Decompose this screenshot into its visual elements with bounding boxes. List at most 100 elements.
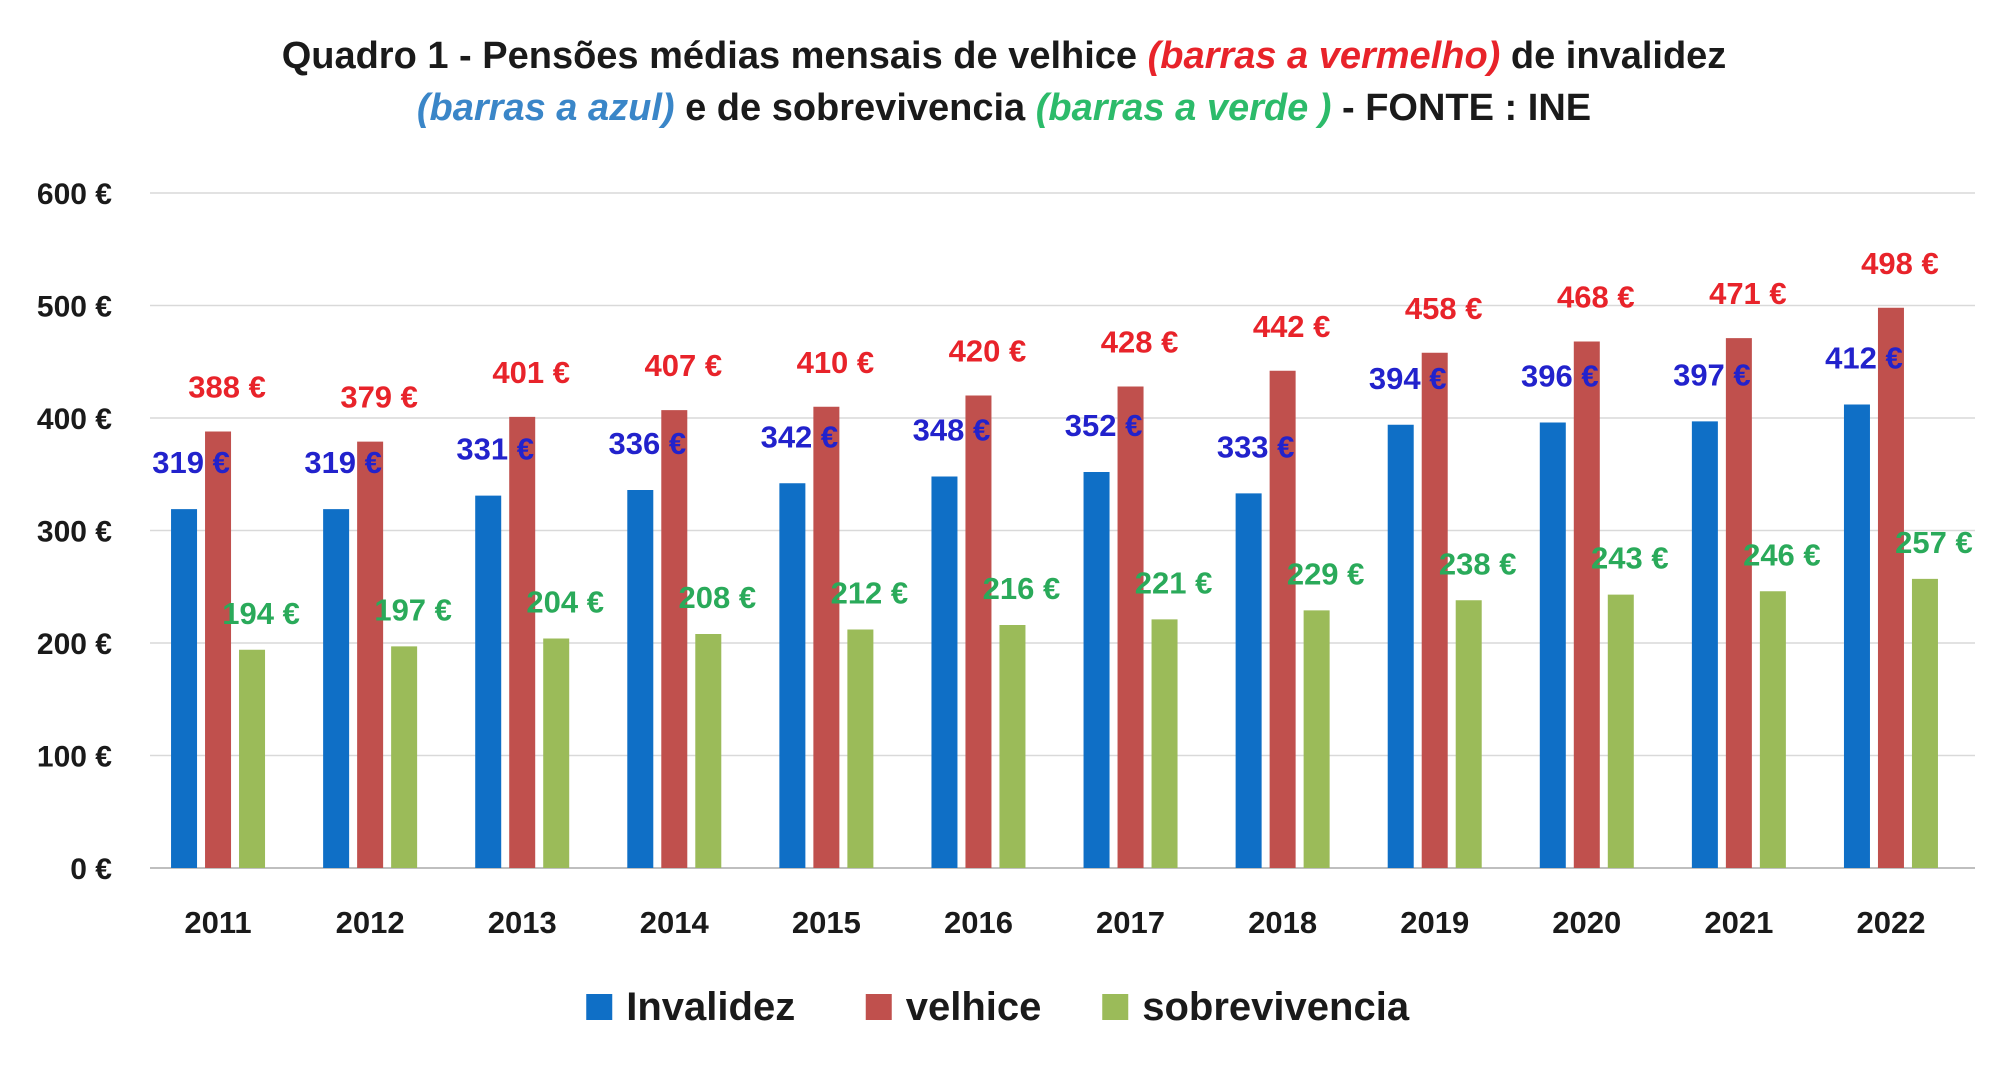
bar-invalidez (323, 509, 350, 868)
bar-sobrevivencia (543, 638, 570, 868)
bar-velhice (813, 406, 840, 868)
x-tick-label: 2020 (1552, 905, 1621, 940)
bar-invalidez (171, 509, 198, 868)
x-tick-label: 2019 (1400, 905, 1469, 940)
bar-sobrevivencia (999, 625, 1026, 868)
data-label-velhice: 388 € (188, 370, 266, 405)
data-label-sobrevivencia: 257 € (1895, 525, 1973, 560)
data-label-velhice: 468 € (1557, 280, 1635, 315)
y-tick-label: 500 € (37, 291, 112, 324)
bar-sobrevivencia (1303, 610, 1330, 868)
data-label-sobrevivencia: 197 € (374, 592, 452, 627)
data-label-velhice: 471 € (1709, 276, 1787, 311)
x-tick-label: 2017 (1096, 905, 1165, 940)
bar-invalidez (627, 490, 654, 868)
data-label-invalidez: 331 € (456, 432, 534, 467)
bar-sobrevivencia (1455, 600, 1482, 868)
title-line2-part3: (barras a verde ) (1036, 87, 1332, 129)
data-label-sobrevivencia: 243 € (1591, 541, 1669, 576)
data-label-invalidez: 342 € (761, 419, 839, 454)
bar-sobrevivencia (1911, 578, 1938, 868)
bar-velhice (1573, 341, 1600, 868)
y-tick-label: 100 € (37, 741, 112, 774)
bar-invalidez (1539, 422, 1566, 868)
data-label-velhice: 401 € (492, 355, 570, 390)
y-tick-label: 600 € (37, 178, 112, 211)
bar-velhice (509, 416, 536, 868)
bar-velhice (1269, 370, 1296, 868)
legend-swatch-invalidez (586, 994, 613, 1020)
data-label-invalidez: 319 € (304, 445, 382, 480)
bar-invalidez (779, 483, 806, 868)
x-tick-label: 2015 (792, 905, 861, 940)
bar-velhice (1877, 307, 1904, 868)
data-label-sobrevivencia: 229 € (1287, 556, 1365, 591)
data-label-sobrevivencia: 246 € (1743, 537, 1821, 572)
data-label-velhice: 428 € (1101, 325, 1179, 360)
bar-velhice (1117, 386, 1144, 868)
bar-invalidez (475, 495, 502, 868)
bar-velhice (965, 395, 992, 868)
title-line1-part3: de invalidez (1500, 35, 1726, 77)
x-tick-label: 2014 (640, 905, 710, 940)
title-line2-part1: (barras a azul) (417, 87, 675, 129)
data-label-invalidez: 336 € (609, 426, 687, 461)
bar-sobrevivencia (695, 634, 722, 868)
title-line2-part4: - FONTE : INE (1331, 87, 1591, 129)
data-label-invalidez: 396 € (1521, 359, 1599, 394)
x-tick-label: 2022 (1856, 905, 1925, 940)
data-label-sobrevivencia: 204 € (526, 585, 604, 620)
bar-invalidez (1843, 404, 1870, 868)
y-tick-label: 400 € (37, 403, 112, 436)
bar-sobrevivencia (239, 649, 266, 868)
y-tick-label: 300 € (37, 516, 112, 549)
y-axis-ticks: 0 € 100 € 200 € 300 € 400 € 500 € 600 € (37, 178, 112, 886)
bar-sobrevivencia (391, 646, 418, 868)
chart-title-line-1: Quadro 1 - Pensões médias mensais de vel… (282, 35, 1727, 77)
data-label-invalidez: 394 € (1369, 361, 1447, 396)
bar-sobrevivencia (1151, 619, 1178, 868)
y-tick-label: 0 € (70, 853, 112, 886)
data-label-velhice: 498 € (1861, 246, 1939, 281)
legend-label-velhice: velhice (906, 985, 1042, 1029)
data-label-sobrevivencia: 216 € (983, 571, 1061, 606)
x-tick-label: 2018 (1248, 905, 1317, 940)
data-label-sobrevivencia: 221 € (1135, 565, 1213, 600)
data-label-invalidez: 412 € (1825, 341, 1903, 376)
bars (171, 307, 1938, 868)
bar-sobrevivencia (1607, 594, 1634, 868)
bar-sobrevivencia (1759, 591, 1786, 868)
data-label-velhice: 442 € (1253, 309, 1331, 344)
x-tick-label: 2013 (488, 905, 557, 940)
data-label-sobrevivencia: 194 € (222, 596, 300, 631)
x-tick-label: 2016 (944, 905, 1013, 940)
gridlines (150, 192, 1975, 869)
data-label-invalidez: 397 € (1673, 357, 1751, 392)
bar-invalidez (1235, 493, 1262, 868)
chart-title-line-2: (barras a azul) e de sobrevivencia (barr… (417, 87, 1591, 129)
data-label-velhice: 407 € (645, 348, 723, 383)
bar-sobrevivencia (847, 629, 874, 868)
data-label-sobrevivencia: 212 € (831, 576, 909, 611)
bar-invalidez (1387, 424, 1414, 868)
x-tick-label: 2011 (184, 905, 251, 940)
x-tick-label: 2012 (336, 905, 405, 940)
legend-label-invalidez: Invalidez (626, 985, 795, 1029)
bar-invalidez (1691, 421, 1718, 868)
legend: Invalidez velhice sobrevivencia (586, 985, 1410, 1029)
x-axis-ticks: 2011 2012 2013 2014 2015 2016 2017 2018 2019 2020… (184, 905, 1925, 940)
legend-swatch-velhice (865, 994, 892, 1020)
legend-swatch-sobrevivencia (1102, 994, 1129, 1020)
data-label-velhice: 410 € (797, 345, 875, 380)
legend-label-sobrevivencia: sobrevivencia (1142, 985, 1410, 1029)
bar-velhice (661, 410, 688, 868)
bar-invalidez (1083, 472, 1110, 868)
data-label-invalidez: 348 € (913, 413, 991, 448)
data-label-invalidez: 352 € (1065, 408, 1143, 443)
data-label-velhice: 379 € (340, 380, 418, 415)
data-label-sobrevivencia: 208 € (679, 580, 757, 615)
data-label-invalidez: 319 € (152, 445, 230, 480)
bar-velhice (1421, 352, 1448, 868)
